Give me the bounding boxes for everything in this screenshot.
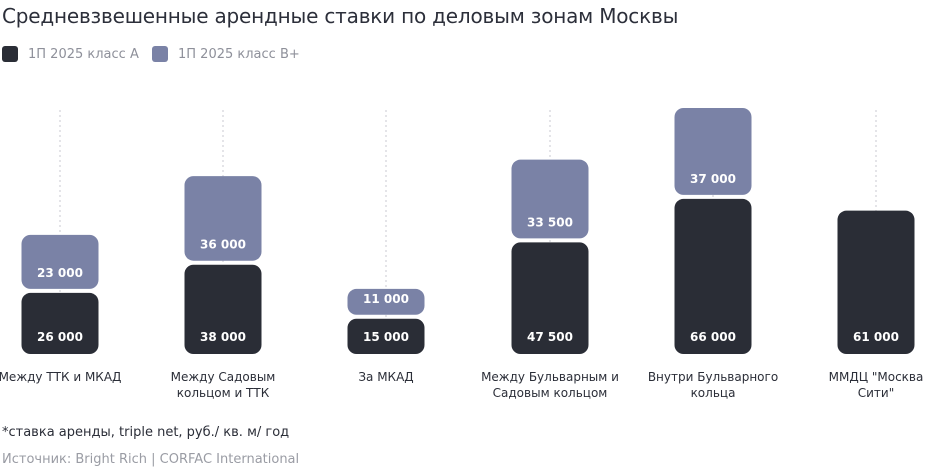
legend-label-class-b: 1П 2025 класс В+ [178, 46, 300, 62]
bar-class-a [837, 210, 915, 354]
category-label-line: Между Садовым [170, 370, 276, 384]
category-label: Внутри Бульварного кольца [638, 369, 788, 401]
bar-label-class-a: 47 500 [527, 330, 573, 344]
category-label: За МКАД [311, 369, 461, 385]
bar-class-b [347, 288, 425, 315]
footnote: *ставка аренды, triple net, руб./ кв. м/… [2, 425, 290, 440]
legend-swatch-class-b [152, 46, 168, 62]
category-label-line: кольцом и ТТК [176, 386, 270, 400]
category-label-line: Между Бульварным и [481, 370, 619, 384]
legend-item-class-a: 1П 2025 класс А [2, 46, 139, 62]
bar-label-class-b: 36 000 [200, 238, 246, 252]
bar-class-a [347, 318, 425, 354]
bar-label-class-a: 38 000 [200, 330, 246, 344]
bar-class-b [21, 234, 99, 289]
legend-item-class-b: 1П 2025 класс В+ [152, 46, 300, 62]
bar-label-class-a: 26 000 [37, 330, 83, 344]
bar-label-class-b: 33 500 [527, 215, 573, 229]
category-label: Между Бульварным и Садовым кольцом [475, 369, 625, 401]
bar-class-a [674, 198, 752, 354]
category-label-line: ММДЦ "Москва [828, 370, 924, 384]
category-label-line: кольца [690, 386, 736, 400]
legend-label-class-a: 1П 2025 класс А [28, 46, 139, 62]
bar-class-a [184, 264, 262, 354]
bar-class-b [511, 159, 589, 239]
category-label-line: Внутри Бульварного [647, 370, 779, 384]
bar-label-class-b: 11 000 [363, 292, 409, 306]
bar-class-b [184, 176, 262, 261]
bar-label-class-a: 61 000 [853, 330, 899, 344]
bar-label-class-a: 15 000 [363, 330, 409, 344]
source-text: Источник: Bright Rich | CORFAC Internati… [2, 452, 300, 467]
category-label-line: Между ТТК и МКАД [0, 370, 122, 384]
category-label-line: Сити" [857, 386, 895, 400]
legend-swatch-class-a [2, 46, 18, 62]
bar-label-class-a: 66 000 [690, 330, 736, 344]
bar-class-a [21, 292, 99, 354]
category-label: Между Садовым кольцом и ТТК [148, 369, 298, 401]
category-label: Между ТТК и МКАД [0, 369, 135, 385]
bar-class-b [674, 107, 752, 195]
category-label-line: Садовым кольцом [492, 386, 608, 400]
category-label-line: За МКАД [358, 370, 414, 384]
bar-label-class-b: 37 000 [690, 172, 736, 186]
bar-label-class-b: 23 000 [37, 266, 83, 280]
bar-class-a [511, 242, 589, 354]
chart-title: Средневзвешенные арендные ставки по дело… [2, 4, 679, 28]
category-label: ММДЦ "Москва Сити" [801, 369, 936, 401]
